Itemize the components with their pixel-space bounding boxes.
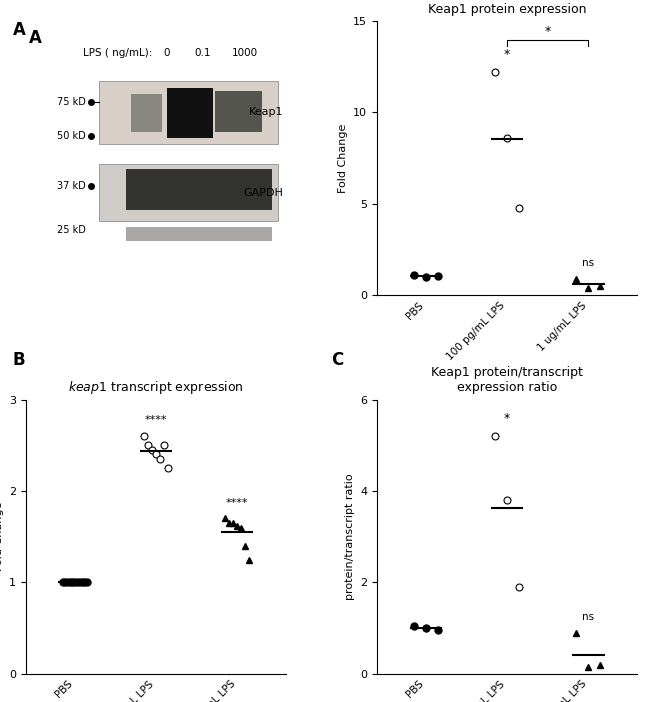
Text: 50 kD: 50 kD — [57, 131, 86, 141]
Text: Keap1: Keap1 — [249, 107, 283, 117]
FancyBboxPatch shape — [131, 94, 162, 132]
FancyBboxPatch shape — [166, 88, 213, 138]
Text: 1000: 1000 — [231, 48, 257, 58]
Text: ns: ns — [582, 258, 594, 268]
FancyBboxPatch shape — [99, 164, 278, 221]
Y-axis label: Fold Change: Fold Change — [338, 124, 348, 193]
Text: *: * — [545, 25, 551, 37]
Text: ****: **** — [226, 498, 248, 508]
FancyBboxPatch shape — [223, 169, 272, 211]
Text: 25 kD: 25 kD — [57, 225, 86, 234]
FancyBboxPatch shape — [215, 91, 262, 132]
FancyBboxPatch shape — [174, 169, 224, 211]
Text: LPS ( ng/mL):: LPS ( ng/mL): — [83, 48, 153, 58]
Text: ns: ns — [582, 612, 594, 622]
FancyBboxPatch shape — [126, 169, 176, 211]
Text: 0.1: 0.1 — [194, 48, 211, 58]
Text: *: * — [504, 48, 510, 61]
Text: 37 kD: 37 kD — [57, 180, 86, 191]
Text: 75 kD: 75 kD — [57, 97, 86, 107]
Text: GAPDH: GAPDH — [244, 187, 283, 197]
Text: B: B — [13, 351, 25, 369]
Text: A: A — [29, 29, 42, 47]
Title: Keap1 protein/transcript
expression ratio: Keap1 protein/transcript expression rati… — [431, 366, 583, 395]
FancyBboxPatch shape — [174, 227, 224, 241]
Text: C: C — [332, 351, 344, 369]
FancyBboxPatch shape — [126, 227, 176, 241]
Text: *: * — [504, 412, 510, 425]
Text: ****: **** — [145, 415, 167, 425]
Y-axis label: protein/transcript ratio: protein/transcript ratio — [344, 473, 355, 600]
FancyBboxPatch shape — [99, 81, 278, 145]
Title: Keap1 protein expression: Keap1 protein expression — [428, 3, 586, 15]
Text: A: A — [13, 21, 26, 39]
Text: 0: 0 — [163, 48, 170, 58]
Title: $\it{keap1}$ transcript expression: $\it{keap1}$ transcript expression — [68, 379, 244, 396]
Y-axis label: Fold Change: Fold Change — [0, 502, 4, 571]
FancyBboxPatch shape — [223, 227, 272, 241]
